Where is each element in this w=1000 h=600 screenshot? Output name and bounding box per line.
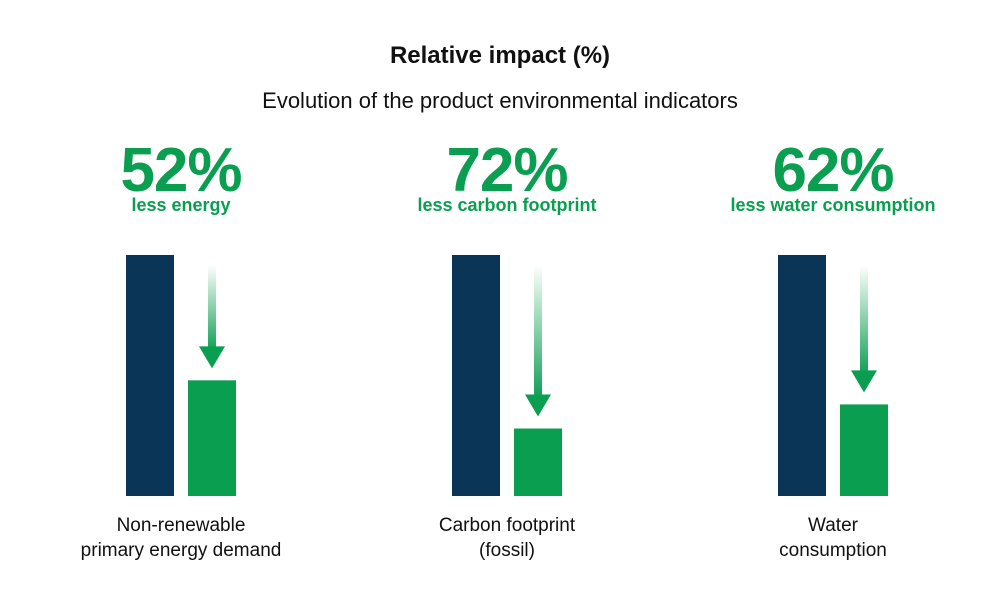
bar-after	[514, 428, 562, 496]
category-label-line: Carbon footprint	[438, 515, 576, 536]
chart-title: Relative impact (%)	[389, 42, 611, 69]
arrow-down-icon	[525, 265, 551, 417]
bar-plot	[778, 255, 888, 496]
category-label-line: (fossil)	[479, 540, 535, 561]
bar-before	[778, 255, 826, 496]
category-label: Water consumption	[683, 513, 983, 563]
category-label: Carbon footprint (fossil)	[357, 513, 657, 563]
arrow-down-icon	[199, 265, 225, 369]
reduction-caption: less energy	[131, 195, 231, 215]
panel-carbon: 72% less carbon footprint Carbon footpri…	[357, 135, 657, 585]
reduction-value: 72%	[446, 136, 568, 205]
reduction-caption: less water consumption	[730, 195, 936, 215]
category-label-line: consumption	[779, 540, 887, 561]
reduction-caption: less carbon footprint	[417, 195, 597, 215]
category-label-line: Water	[808, 515, 858, 536]
bar-after	[840, 404, 888, 496]
panel-energy: 52% less energy Non-renewable primary en…	[31, 135, 331, 585]
category-label-line: primary energy demand	[80, 540, 282, 561]
chart-subtitle: Evolution of the product environmental i…	[262, 88, 738, 113]
reduction-value: 52%	[120, 136, 242, 205]
bar-plot	[452, 255, 562, 496]
panel-water: 62% less water consumption Water consump…	[683, 135, 983, 585]
bar-before	[452, 255, 500, 496]
bar-before	[126, 255, 174, 496]
arrow-down-icon	[851, 265, 877, 393]
bar-plot	[126, 255, 236, 496]
category-label: Non-renewable primary energy demand	[31, 513, 331, 563]
category-label-line: Non-renewable	[116, 515, 246, 536]
bar-after	[188, 380, 236, 496]
reduction-value: 62%	[772, 136, 894, 205]
